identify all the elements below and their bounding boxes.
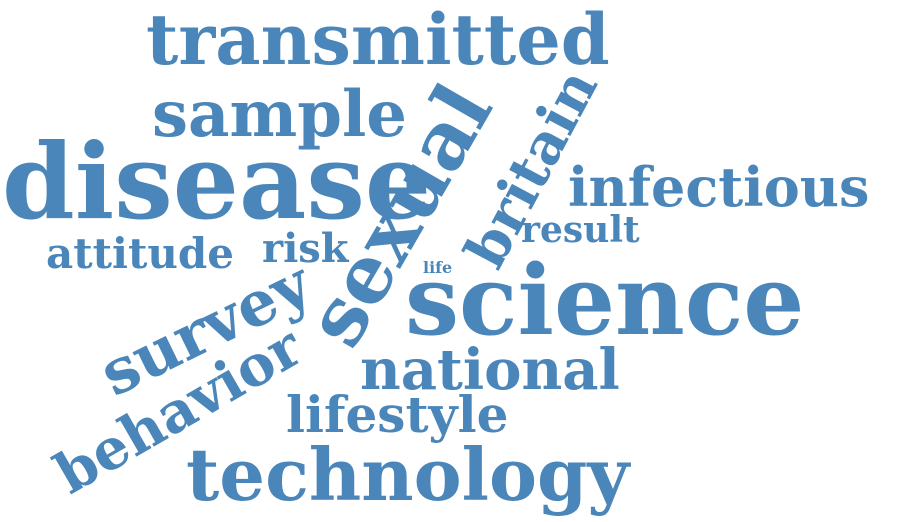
word-risk: risk — [262, 225, 350, 272]
word-life: life — [423, 258, 452, 277]
word-national: national — [360, 337, 620, 403]
word-sample: sample — [152, 77, 407, 152]
word-infectious: infectious — [568, 155, 869, 219]
word-transmitted: transmitted — [146, 0, 610, 81]
word-technology: technology — [186, 432, 631, 517]
word-result: result — [521, 209, 640, 251]
word-disease: disease — [2, 120, 431, 243]
word-lifestyle: lifestyle — [286, 385, 508, 444]
word-attitude: attitude — [46, 229, 234, 278]
word-science: science — [405, 244, 804, 357]
